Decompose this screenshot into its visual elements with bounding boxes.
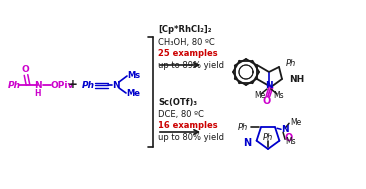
Text: N: N [112,81,120,90]
Text: +: + [68,78,78,91]
Text: N: N [265,81,273,91]
Text: OPiv: OPiv [51,81,74,90]
Text: CH₃OH, 80 ºC: CH₃OH, 80 ºC [158,37,215,46]
Text: Ms: Ms [127,70,140,80]
Text: Ms: Ms [285,137,296,146]
Text: Ph: Ph [286,60,296,68]
Text: up to 80% yield: up to 80% yield [158,133,224,143]
Text: Ph: Ph [82,81,95,90]
Text: O: O [21,66,29,74]
Text: Ph: Ph [238,123,248,132]
Text: 16 examples: 16 examples [158,122,218,130]
Text: [Cp*RhCl₂]₂: [Cp*RhCl₂]₂ [158,26,212,35]
Text: Me: Me [290,118,301,127]
Text: Ph: Ph [263,133,273,143]
Text: O: O [284,133,293,143]
Text: Ms: Ms [274,91,284,99]
Text: Ph: Ph [8,81,21,90]
Text: N: N [281,125,289,134]
Text: up to 89% yield: up to 89% yield [158,61,224,70]
Text: Me: Me [126,90,140,98]
Text: DCE, 80 ºC: DCE, 80 ºC [158,109,204,119]
Text: N: N [243,138,251,148]
Text: N: N [34,81,42,90]
Text: Me: Me [254,91,266,99]
Text: Sc(OTf)₃: Sc(OTf)₃ [158,98,197,106]
Text: O: O [263,96,271,106]
Text: NH: NH [289,74,304,84]
Text: 25 examples: 25 examples [158,50,218,59]
Text: H: H [35,88,41,98]
